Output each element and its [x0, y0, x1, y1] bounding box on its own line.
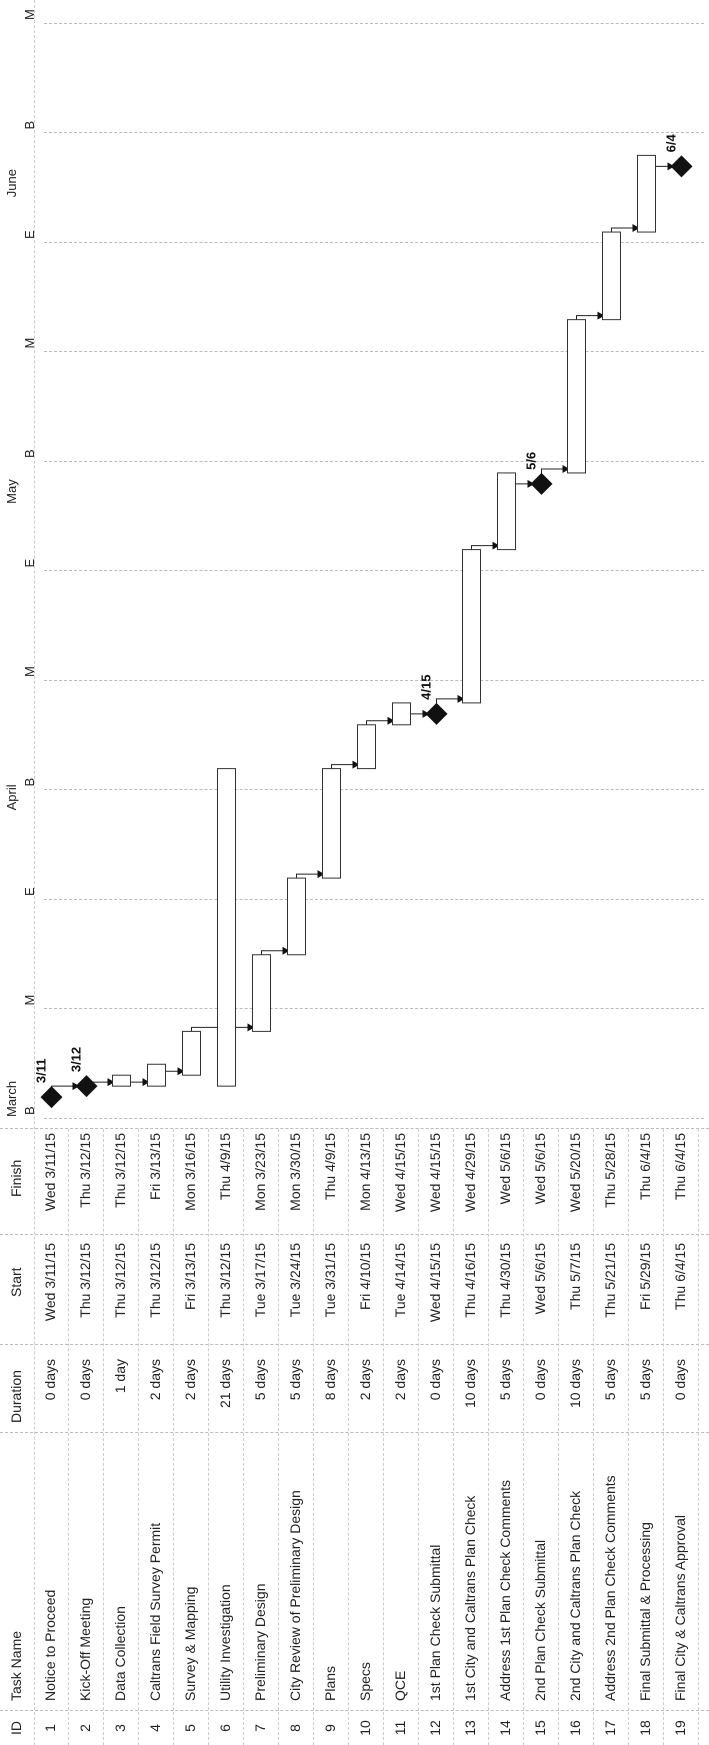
dependency-arrowhead	[352, 760, 360, 769]
task-bar	[392, 702, 411, 726]
task-bar	[637, 154, 656, 233]
task-bar	[287, 877, 306, 956]
dependency-link	[331, 764, 359, 769]
milestone-diamond	[40, 1086, 63, 1109]
dependency-arrowhead	[142, 1078, 150, 1087]
dependency-arrowhead	[317, 870, 325, 879]
dependency-link	[261, 950, 289, 955]
dependency-arrowhead	[492, 541, 500, 550]
task-bar	[602, 231, 621, 321]
task-bar	[497, 472, 516, 551]
milestone-diamond	[530, 472, 553, 495]
task-bar	[357, 724, 376, 770]
task-bar	[217, 768, 236, 1087]
milestone-label: 3/11	[34, 1059, 49, 1084]
milestone-diamond	[75, 1075, 98, 1098]
milestone-diamond	[670, 155, 693, 178]
dependency-link	[576, 315, 604, 320]
dependency-arrowhead	[597, 311, 605, 320]
task-bar	[567, 319, 586, 474]
milestone-label: 4/15	[419, 675, 434, 700]
dependency-arrowhead	[457, 694, 465, 703]
dependency-arrowhead	[177, 1067, 185, 1076]
dependency-arrowhead	[562, 464, 570, 473]
dependency-link	[366, 720, 394, 725]
dependency-arrowhead	[282, 946, 290, 955]
task-bar	[462, 549, 481, 704]
task-bar	[112, 1074, 131, 1087]
milestone-label: 6/4	[664, 134, 679, 153]
dependency-arrowhead	[632, 224, 640, 233]
dependency-arrowhead	[107, 1078, 115, 1087]
milestone-diamond	[425, 702, 448, 725]
dependency-link	[296, 873, 324, 879]
task-bar	[322, 768, 341, 879]
task-bar	[182, 1030, 201, 1076]
task-bar	[147, 1063, 166, 1087]
dependency-arrowhead	[387, 716, 395, 725]
milestone-label: 5/6	[524, 452, 539, 470]
milestone-label: 3/12	[69, 1047, 84, 1072]
dependency-arrowhead	[247, 1023, 255, 1032]
dependency-link	[471, 545, 499, 550]
dependency-link	[611, 227, 639, 233]
task-bar	[252, 954, 271, 1032]
